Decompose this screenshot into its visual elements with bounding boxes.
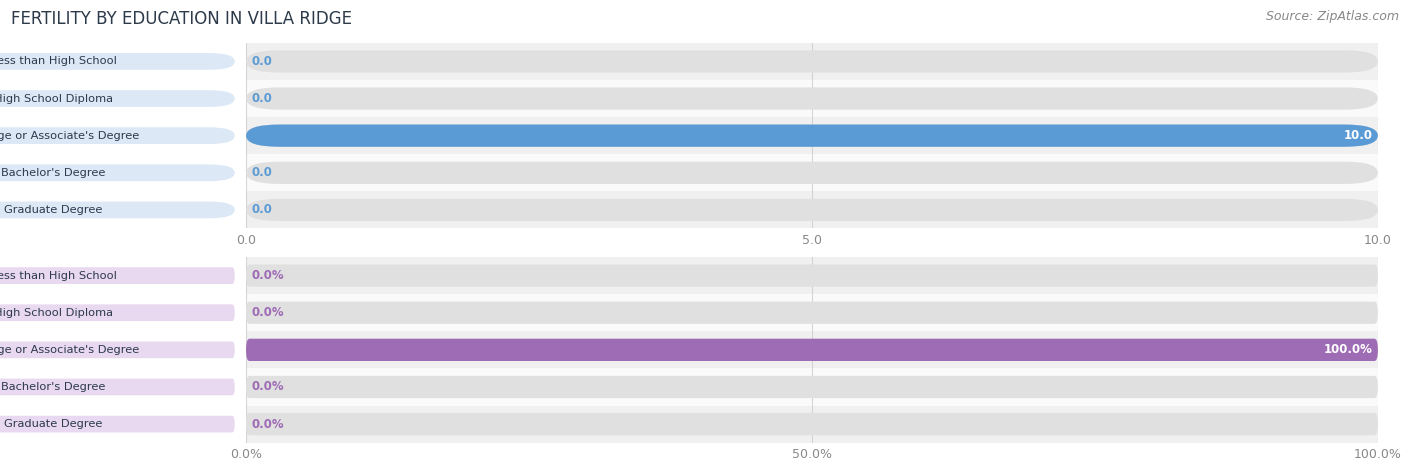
FancyBboxPatch shape [246,80,1378,117]
Text: FERTILITY BY EDUCATION IN VILLA RIDGE: FERTILITY BY EDUCATION IN VILLA RIDGE [11,10,353,28]
FancyBboxPatch shape [0,53,235,70]
FancyBboxPatch shape [246,125,1378,147]
Text: 0.0: 0.0 [252,92,273,105]
Text: College or Associate's Degree: College or Associate's Degree [0,345,139,355]
Text: 0.0%: 0.0% [252,380,284,394]
Text: High School Diploma: High School Diploma [0,307,112,318]
FancyBboxPatch shape [246,117,1378,154]
FancyBboxPatch shape [0,267,235,284]
FancyBboxPatch shape [246,302,1378,324]
FancyBboxPatch shape [0,378,235,396]
FancyBboxPatch shape [0,304,235,321]
Text: 100.0%: 100.0% [1323,343,1372,357]
FancyBboxPatch shape [246,199,1378,221]
FancyBboxPatch shape [0,164,235,181]
Text: 0.0%: 0.0% [252,269,284,282]
FancyBboxPatch shape [246,339,1378,361]
Text: Less than High School: Less than High School [0,270,117,281]
FancyBboxPatch shape [246,376,1378,398]
Text: 0.0: 0.0 [252,203,273,217]
Text: 10.0: 10.0 [1343,129,1372,142]
FancyBboxPatch shape [246,413,1378,435]
Text: Less than High School: Less than High School [0,56,117,67]
Text: Graduate Degree: Graduate Degree [4,419,103,429]
Text: 0.0%: 0.0% [252,417,284,431]
FancyBboxPatch shape [246,154,1378,191]
FancyBboxPatch shape [246,125,1378,147]
FancyBboxPatch shape [0,201,235,218]
Text: Source: ZipAtlas.com: Source: ZipAtlas.com [1265,10,1399,22]
Text: 0.0: 0.0 [252,166,273,179]
FancyBboxPatch shape [246,88,1378,109]
FancyBboxPatch shape [246,50,1378,72]
FancyBboxPatch shape [246,191,1378,228]
FancyBboxPatch shape [0,90,235,107]
FancyBboxPatch shape [246,368,1378,406]
FancyBboxPatch shape [246,257,1378,294]
FancyBboxPatch shape [0,416,235,433]
FancyBboxPatch shape [246,43,1378,80]
FancyBboxPatch shape [246,331,1378,368]
Text: 0.0%: 0.0% [252,306,284,319]
Text: Graduate Degree: Graduate Degree [4,205,103,215]
FancyBboxPatch shape [0,127,235,144]
Text: Bachelor's Degree: Bachelor's Degree [1,168,105,178]
FancyBboxPatch shape [246,294,1378,331]
FancyBboxPatch shape [246,162,1378,184]
FancyBboxPatch shape [246,265,1378,287]
Text: Bachelor's Degree: Bachelor's Degree [1,382,105,392]
Text: 0.0: 0.0 [252,55,273,68]
FancyBboxPatch shape [246,406,1378,443]
Text: College or Associate's Degree: College or Associate's Degree [0,130,139,141]
Text: High School Diploma: High School Diploma [0,93,112,104]
FancyBboxPatch shape [0,341,235,358]
FancyBboxPatch shape [246,339,1378,361]
